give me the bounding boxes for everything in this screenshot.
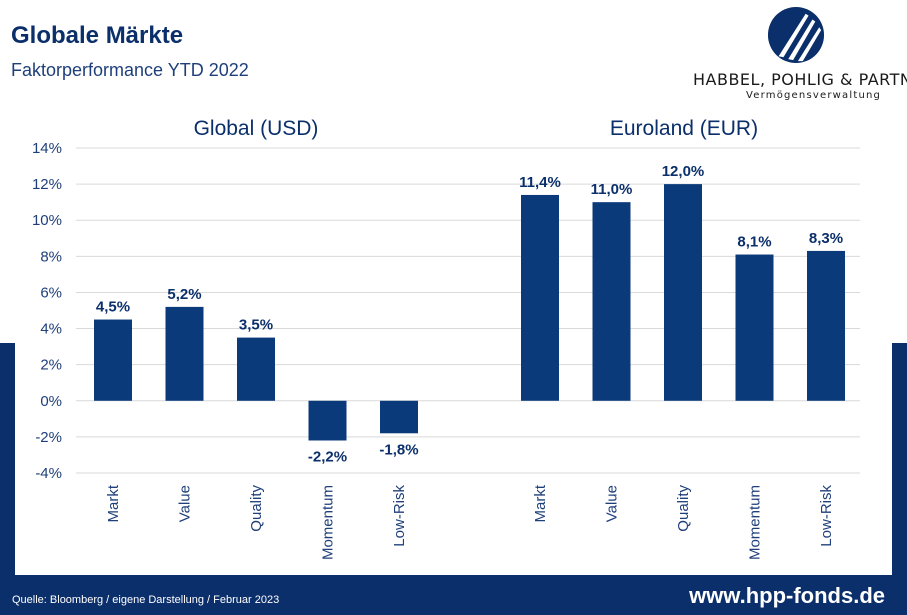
- source-note: Quelle: Bloomberg / eigene Darstellung /…: [12, 594, 280, 606]
- hpp-emblem-icon: [767, 6, 825, 64]
- x-tick-label: Markt: [105, 484, 122, 522]
- data-label: 8,3%: [809, 230, 843, 247]
- y-tick-label: 6%: [40, 284, 62, 301]
- data-label: 5,2%: [167, 286, 201, 303]
- logo-tagline: Vermögensverwaltung: [746, 90, 882, 101]
- group-title: Global (USD): [194, 117, 319, 140]
- x-tick-label: Low-Risk: [818, 485, 835, 547]
- x-tick-label: Value: [604, 485, 621, 522]
- company-logo: HABBEL, POHLIG & PARTNER Vermögensverwal…: [693, 6, 907, 101]
- website-link[interactable]: www.hpp-fonds.de: [689, 583, 885, 608]
- data-label: 8,1%: [737, 234, 771, 251]
- page-title: Globale Märkte: [11, 22, 184, 49]
- bar: [735, 254, 774, 401]
- bar: [165, 306, 204, 401]
- data-label: 11,0%: [591, 181, 633, 198]
- y-tick-label: 4%: [40, 321, 62, 338]
- y-tick-label: 2%: [40, 357, 62, 374]
- group-title: Euroland (EUR): [610, 117, 758, 140]
- data-label: 12,0%: [662, 163, 705, 180]
- bar: [592, 202, 631, 401]
- y-tick-label: 0%: [40, 393, 62, 410]
- footer-bar: Quelle: Bloomberg / eigene Darstellung /…: [0, 575, 907, 615]
- data-label: 4,5%: [96, 299, 130, 316]
- bar: [237, 337, 275, 401]
- logo-company-name: HABBEL, POHLIG & PARTNER: [693, 70, 907, 89]
- y-tick-label: 14%: [32, 140, 62, 157]
- y-tick-label: -4%: [35, 465, 62, 482]
- data-label: 3,5%: [239, 317, 273, 334]
- x-tick-label: Low-Risk: [391, 485, 408, 547]
- x-tick-label: Markt: [532, 484, 549, 522]
- data-label: 11,4%: [519, 174, 561, 191]
- y-tick-label: 12%: [32, 176, 62, 193]
- factor-performance-chart: 14% 12% 10% 8% 6% 4% 2% 0% -2% -4% Global (USD) 4,5…: [32, 117, 860, 560]
- y-tick-label: 10%: [32, 212, 62, 229]
- y-tick-label: 8%: [40, 248, 62, 265]
- bar: [380, 400, 418, 434]
- y-tick-label: -2%: [35, 429, 62, 446]
- x-tick-label: Value: [177, 485, 194, 522]
- page-subtitle: Faktorperformance YTD 2022: [11, 60, 249, 80]
- bar: [664, 184, 702, 401]
- x-tick-label: Quality: [675, 485, 692, 532]
- x-tick-label: Momentum: [320, 485, 337, 560]
- right-accent-strip: [892, 343, 907, 575]
- left-accent-strip: [0, 343, 15, 575]
- data-label: -1,8%: [379, 441, 418, 458]
- x-tick-label: Quality: [248, 485, 265, 532]
- x-tick-label: Momentum: [747, 485, 764, 560]
- bar: [521, 194, 559, 401]
- bar: [308, 400, 347, 441]
- bar: [807, 250, 845, 401]
- bar: [94, 319, 132, 401]
- data-label: -2,2%: [308, 449, 347, 466]
